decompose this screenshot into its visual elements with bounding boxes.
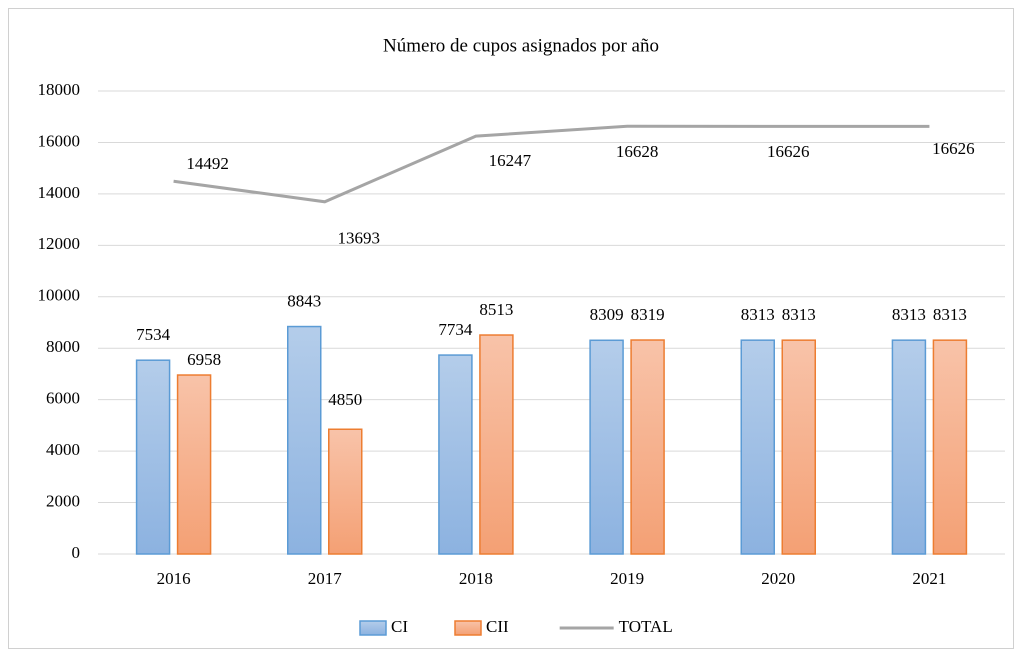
data-label: 8843 bbox=[287, 291, 321, 310]
x-tick-label: 2016 bbox=[157, 569, 191, 588]
bar bbox=[135, 359, 171, 555]
bar bbox=[891, 339, 927, 555]
data-label: 16247 bbox=[489, 151, 532, 170]
y-tick-label: 2000 bbox=[46, 491, 80, 510]
y-tick-label: 10000 bbox=[38, 286, 81, 305]
legend-label: CI bbox=[391, 617, 408, 636]
y-tick-label: 14000 bbox=[38, 183, 81, 202]
data-label: 7734 bbox=[438, 320, 473, 339]
y-tick-label: 8000 bbox=[46, 337, 80, 356]
line bbox=[173, 124, 930, 204]
bar bbox=[438, 354, 473, 555]
bar bbox=[932, 339, 968, 555]
data-label: 16626 bbox=[767, 142, 810, 161]
x-tick-label: 2018 bbox=[459, 569, 493, 588]
data-label: 13693 bbox=[338, 229, 381, 248]
data-label: 7534 bbox=[136, 325, 171, 344]
bar bbox=[740, 339, 775, 555]
y-tick-label: 6000 bbox=[46, 389, 80, 408]
data-label: 6958 bbox=[187, 350, 221, 369]
bar bbox=[781, 339, 816, 555]
data-label: 16628 bbox=[616, 142, 659, 161]
y-tick-label: 12000 bbox=[38, 234, 81, 253]
legend-label: CII bbox=[486, 617, 509, 636]
data-label: 8313 bbox=[741, 305, 775, 324]
bar bbox=[630, 339, 665, 555]
data-label: 16626 bbox=[932, 139, 975, 158]
y-tick-label: 4000 bbox=[46, 440, 80, 459]
data-label: 4850 bbox=[328, 390, 362, 409]
bar bbox=[176, 374, 212, 555]
bar bbox=[287, 325, 322, 555]
data-label: 14492 bbox=[186, 154, 229, 173]
data-label: 8313 bbox=[892, 305, 926, 324]
legend-swatch bbox=[454, 620, 482, 636]
legend-swatch bbox=[359, 620, 387, 636]
x-tick-label: 2021 bbox=[912, 569, 946, 588]
chart-title: Número de cupos asignados por año bbox=[383, 35, 659, 56]
data-label: 8309 bbox=[590, 305, 624, 324]
data-label: 8513 bbox=[479, 300, 513, 319]
y-tick-label: 16000 bbox=[38, 131, 81, 150]
y-tick-label: 0 bbox=[72, 543, 81, 562]
bar bbox=[589, 339, 624, 555]
x-tick-label: 2017 bbox=[308, 569, 343, 588]
bar bbox=[479, 334, 514, 555]
data-label: 8313 bbox=[782, 305, 816, 324]
y-tick-label: 18000 bbox=[38, 80, 81, 99]
data-label: 8313 bbox=[933, 305, 967, 324]
legend-label: TOTAL bbox=[619, 617, 673, 636]
x-tick-label: 2020 bbox=[761, 569, 795, 588]
data-label: 8319 bbox=[631, 305, 665, 324]
x-tick-label: 2019 bbox=[610, 569, 644, 588]
bar bbox=[328, 428, 363, 555]
